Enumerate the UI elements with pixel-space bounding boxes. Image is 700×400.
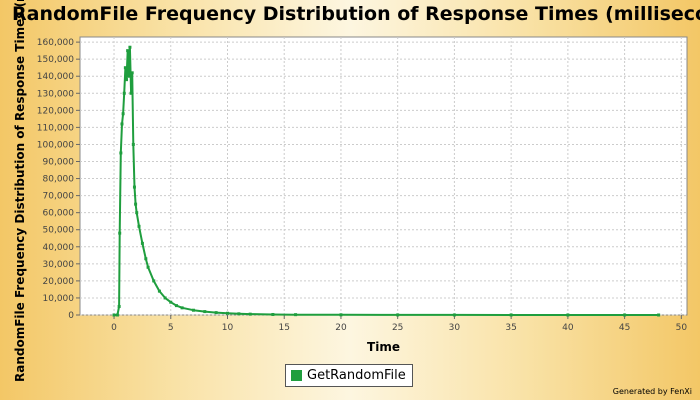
- data-point: [396, 313, 400, 317]
- y-axis-label: RandomFile Frequency Distribution of Res…: [13, 0, 27, 382]
- data-point: [452, 313, 456, 317]
- data-point: [120, 122, 124, 126]
- y-tick-label: 90,000: [43, 158, 75, 168]
- y-tick-label: 160,000: [37, 38, 74, 48]
- data-point: [271, 312, 275, 316]
- y-tick-label: 80,000: [43, 175, 75, 185]
- y-tick-label: 60,000: [43, 209, 75, 219]
- x-tick-label: 20: [335, 323, 347, 333]
- data-point: [112, 313, 116, 317]
- data-point: [180, 306, 184, 310]
- x-tick-label: 35: [505, 323, 516, 333]
- data-point: [118, 231, 122, 235]
- x-tick-label: 45: [619, 323, 630, 333]
- y-tick-label: 140,000: [37, 72, 74, 82]
- data-point: [119, 151, 123, 155]
- series-line-getrandomfile: [114, 46, 659, 316]
- x-tick-label: 10: [222, 323, 234, 333]
- x-tick-label: 40: [562, 323, 574, 333]
- data-point: [225, 311, 229, 315]
- x-axis-label: Time: [367, 340, 400, 354]
- x-tick-label: 5: [168, 323, 174, 333]
- data-point: [146, 265, 150, 269]
- axes: 0 10,000 20,000 30,000 40,000 50,000 60,000 70,…: [37, 38, 688, 333]
- series-layer: [112, 45, 661, 317]
- y-tick-label: 30,000: [43, 260, 75, 270]
- data-point: [294, 313, 298, 317]
- data-point: [132, 185, 136, 189]
- data-point: [122, 91, 126, 95]
- data-point: [339, 313, 343, 317]
- data-point: [128, 45, 132, 49]
- x-tick-label: 30: [449, 323, 461, 333]
- y-tick-label: 10,000: [43, 294, 75, 304]
- data-point: [157, 289, 161, 293]
- data-point: [121, 112, 125, 116]
- chart-title: RandomFile Frequency Distribution of Res…: [12, 3, 700, 25]
- plot-area: [79, 36, 688, 316]
- data-point: [135, 211, 139, 215]
- data-point: [566, 313, 570, 317]
- data-point: [127, 74, 131, 78]
- y-tick-label: 130,000: [37, 89, 74, 99]
- data-point: [137, 224, 141, 228]
- data-point: [214, 311, 218, 315]
- data-point: [657, 313, 661, 317]
- x-tick-label: 25: [392, 323, 403, 333]
- y-tick-label: 0: [68, 311, 74, 321]
- y-tick-label: 100,000: [37, 140, 74, 150]
- data-point: [129, 91, 133, 95]
- data-point: [123, 66, 127, 70]
- data-point: [191, 308, 195, 312]
- x-tick-label: 15: [278, 323, 289, 333]
- x-tick-label: 0: [111, 323, 117, 333]
- data-point: [203, 310, 207, 314]
- legend-label: GetRandomFile: [307, 368, 406, 383]
- data-point: [152, 279, 156, 283]
- data-point: [125, 78, 129, 82]
- data-point: [623, 313, 627, 317]
- data-point: [174, 304, 178, 308]
- data-point: [163, 296, 167, 300]
- grid-lines: [80, 37, 687, 316]
- y-tick-label: 150,000: [37, 55, 74, 65]
- data-point: [131, 142, 135, 146]
- data-point: [144, 257, 148, 261]
- y-tick-label: 50,000: [43, 226, 75, 236]
- legend: GetRandomFile: [285, 364, 413, 387]
- data-point: [140, 241, 144, 245]
- data-point: [169, 300, 173, 304]
- data-point: [130, 71, 134, 75]
- y-tick-label: 40,000: [43, 243, 75, 253]
- data-point: [237, 312, 241, 316]
- data-point: [117, 304, 121, 308]
- x-tick-label: 50: [676, 323, 688, 333]
- data-point: [126, 49, 130, 53]
- data-point: [509, 313, 513, 317]
- data-point: [248, 312, 252, 316]
- legend-swatch: [291, 370, 302, 381]
- y-tick-label: 20,000: [43, 277, 75, 287]
- data-point: [134, 202, 138, 206]
- data-point: [115, 313, 119, 317]
- y-tick-label: 70,000: [43, 192, 75, 202]
- y-tick-label: 110,000: [37, 123, 74, 133]
- y-tick-label: 120,000: [37, 106, 74, 116]
- generated-by-text: Generated by FenXi: [612, 387, 692, 396]
